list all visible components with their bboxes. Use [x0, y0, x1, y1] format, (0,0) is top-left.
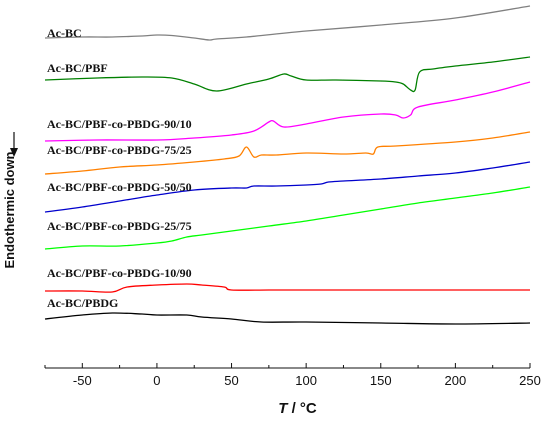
series-line — [44, 186, 531, 250]
y-axis-title-group: Endothermic down — [2, 132, 18, 269]
series-label: Ac-BC/PBF-co-PBDG-50/50 — [47, 180, 192, 194]
series-line — [44, 5, 531, 41]
x-tick-label: 150 — [370, 373, 392, 388]
series-labels: Ac-BC Ac-BC/PBF Ac-BC/PBF-co-PBDG-90/10 Ac-… — [47, 26, 192, 310]
x-axis-title: T / °C — [278, 400, 317, 417]
series-label: Ac-BC/PBF-co-PBDG-75/25 — [47, 143, 192, 157]
x-tick-label: 250 — [519, 373, 541, 388]
x-tick-label: 200 — [445, 373, 467, 388]
series-line — [44, 81, 531, 142]
series-label: Ac-BC/PBF — [47, 61, 108, 75]
x-ticks: -50 0 50 100 150 200 250 — [44, 363, 541, 388]
x-tick-label: 0 — [153, 373, 160, 388]
x-tick-label: 100 — [295, 373, 317, 388]
series-label: Ac-BC/PBF-co-PBDG-90/10 — [47, 117, 192, 131]
series-line — [44, 312, 531, 325]
series-label: Ac-BC/PBDG — [47, 296, 118, 310]
x-tick-label: -50 — [73, 373, 92, 388]
series-line — [44, 161, 531, 213]
series-label: Ac-BC — [47, 26, 82, 40]
series-label: Ac-BC/PBF-co-PBDG-25/75 — [47, 219, 192, 233]
series-line — [44, 283, 530, 293]
x-axis-title-var: T — [278, 400, 289, 417]
series-line — [44, 131, 531, 175]
x-axis-title-unit: / °C — [287, 400, 317, 417]
series-label: Ac-BC/PBF-co-PBDG-10/90 — [47, 266, 192, 280]
series-line — [44, 56, 531, 93]
x-tick-label: 50 — [224, 373, 238, 388]
y-axis-title: Endothermic down — [2, 151, 17, 268]
curves-layer — [44, 5, 531, 325]
y-arrow-head-icon — [10, 148, 18, 157]
